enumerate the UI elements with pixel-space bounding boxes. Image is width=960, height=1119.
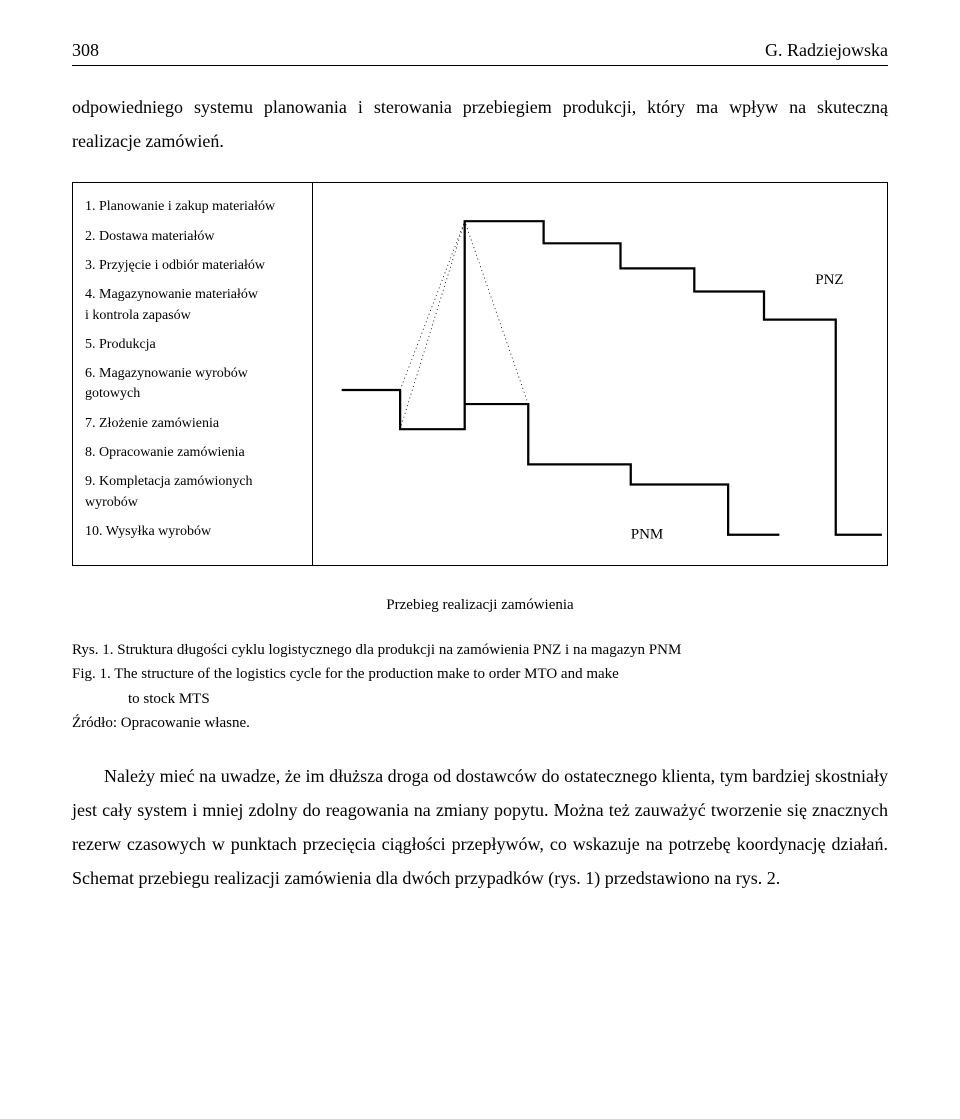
caption-fig-line-2: to stock MTS (72, 688, 888, 711)
label-pnm: PNM (631, 527, 664, 544)
caption-rys: Rys. 1. Struktura długości cyklu logisty… (72, 639, 888, 662)
list-item: 9. Kompletacja zamówionych wyrobów (85, 472, 300, 513)
list-item: 6. Magazynowanie wyrobów gotowych (85, 364, 300, 405)
header-rule (72, 65, 888, 66)
list-item: 10. Wysyłka wyrobów (85, 522, 300, 542)
list-item: 4. Magazynowanie materiałów i kontrola z… (85, 285, 300, 326)
list-item: 1. Planowanie i zakup materiałów (85, 197, 300, 217)
list-item: 7. Złożenie zamówienia (85, 414, 300, 434)
page: 308 G. Radziejowska odpowiedniego system… (0, 0, 960, 979)
list-item: 8. Opracowanie zamówienia (85, 443, 300, 463)
list-item: 3. Przyjęcie i odbiór materiałów (85, 256, 300, 276)
caption-source: Źródło: Opracowanie własne. (72, 712, 888, 735)
list-item: 2. Dostawa materiałów (85, 227, 300, 247)
figure-chart-area: PNZ PNM (313, 183, 887, 565)
intro-paragraph: odpowiedniego systemu planowania i stero… (72, 90, 888, 158)
caption-title: Przebieg realizacji zamówienia (72, 594, 888, 617)
step-chart (313, 183, 887, 565)
figure-box: 1. Planowanie i zakup materiałów 2. Dost… (72, 182, 888, 566)
caption-fig-line-1: Fig. 1. The structure of the logistics c… (72, 663, 888, 686)
header-author: G. Radziejowska (765, 40, 888, 61)
list-item: 5. Produkcja (85, 335, 300, 355)
running-header: 308 G. Radziejowska (72, 40, 888, 61)
closing-paragraph: Należy mieć na uwadze, że im dłuższa dro… (72, 759, 888, 896)
figure-left-list: 1. Planowanie i zakup materiałów 2. Dost… (73, 183, 313, 565)
label-pnz: PNZ (815, 272, 843, 289)
figure-caption: Przebieg realizacji zamówienia Rys. 1. S… (72, 594, 888, 735)
page-number: 308 (72, 40, 99, 61)
